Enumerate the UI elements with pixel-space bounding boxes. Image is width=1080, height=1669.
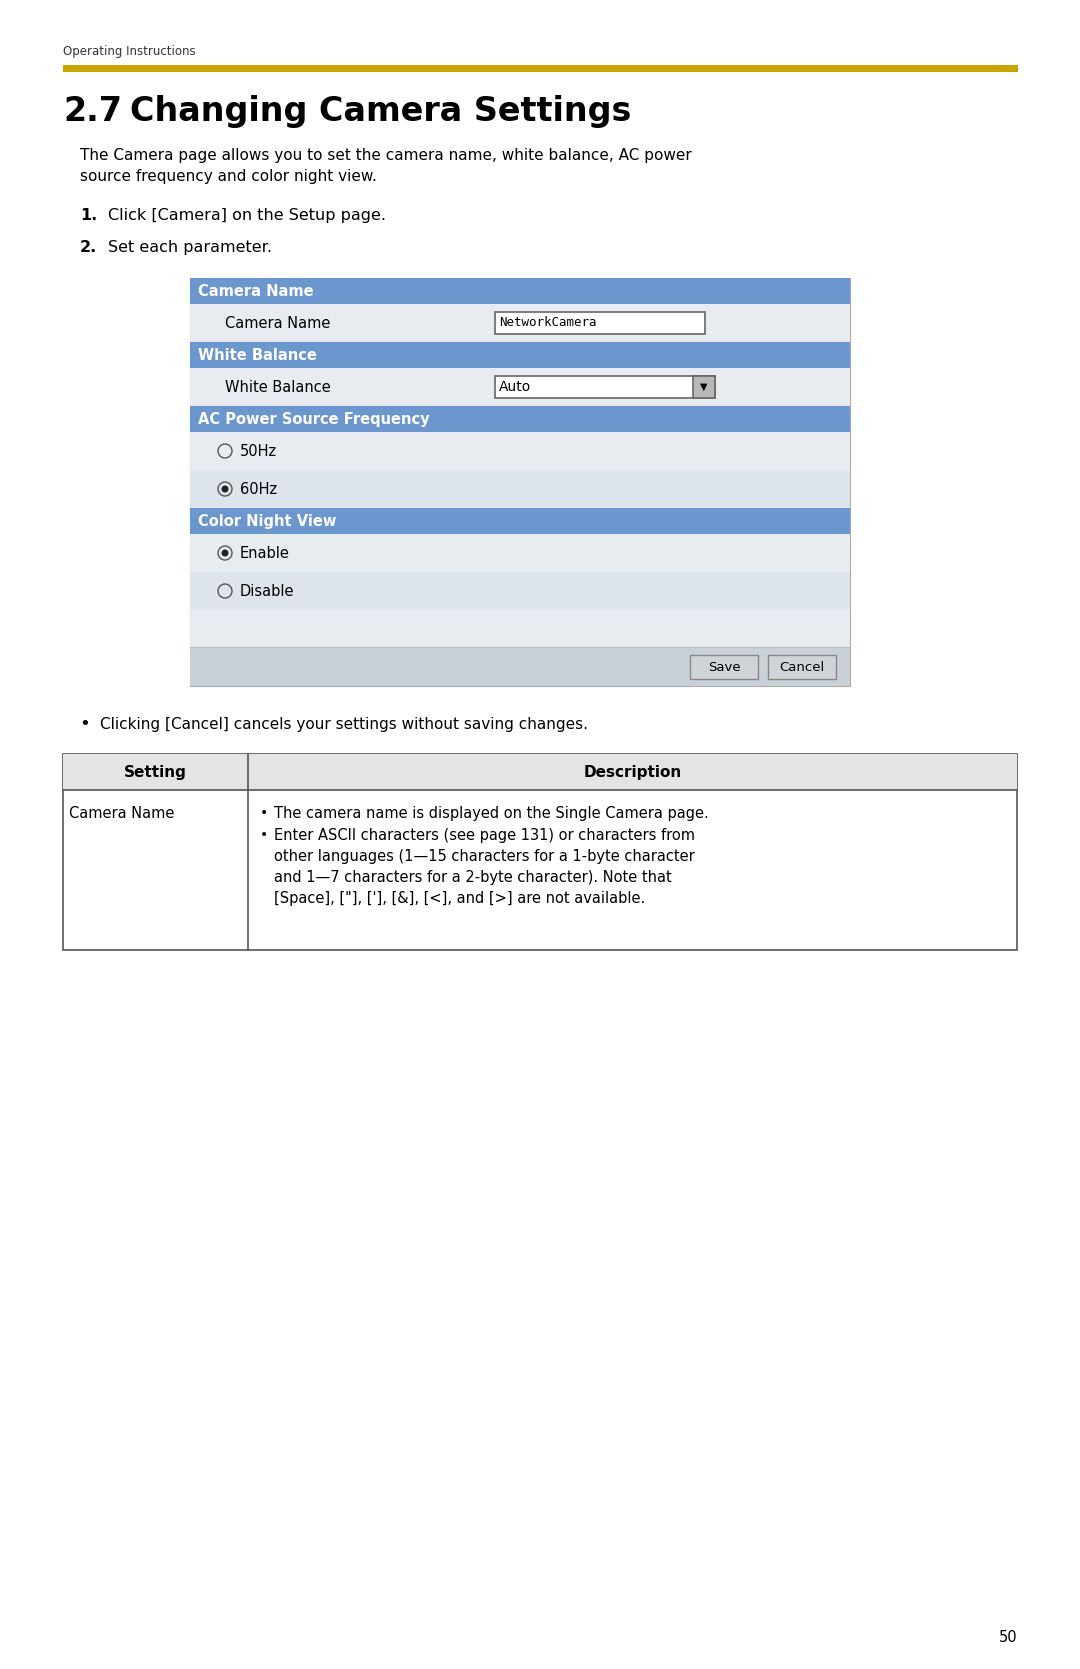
Text: 50Hz: 50Hz [240, 444, 278, 459]
Text: Clicking [Cancel] cancels your settings without saving changes.: Clicking [Cancel] cancels your settings … [100, 716, 588, 731]
Bar [63, 754, 1017, 950]
Text: Color Night View: Color Night View [198, 514, 336, 529]
Bar [63, 65, 1018, 72]
Text: •: • [80, 714, 91, 733]
Bar [190, 609, 850, 648]
Text: The camera name is displayed on the Single Camera page.: The camera name is displayed on the Sing… [274, 806, 708, 821]
Bar [190, 406, 850, 432]
Circle shape [221, 486, 229, 492]
Bar [495, 376, 715, 397]
Circle shape [221, 549, 229, 556]
Text: Cancel: Cancel [780, 661, 825, 674]
Text: •: • [260, 806, 268, 819]
Text: Camera Name: Camera Name [69, 806, 174, 821]
Text: •: • [260, 828, 268, 841]
Bar [190, 648, 850, 686]
Text: NetworkCamera: NetworkCamera [499, 317, 596, 329]
Text: 60Hz: 60Hz [240, 481, 278, 496]
Bar [190, 367, 850, 406]
Text: AC Power Source Frequency: AC Power Source Frequency [198, 412, 430, 427]
Bar [190, 279, 850, 304]
Text: White Balance: White Balance [198, 347, 316, 362]
Bar [63, 754, 1017, 789]
Text: 2.7: 2.7 [63, 95, 122, 129]
Bar [190, 432, 850, 471]
Bar [495, 312, 705, 334]
Text: 2.: 2. [80, 240, 97, 255]
Bar [690, 654, 758, 679]
Text: Disable: Disable [240, 584, 295, 599]
Text: 50: 50 [998, 1631, 1017, 1646]
Text: Operating Instructions: Operating Instructions [63, 45, 195, 58]
Text: Click [Camera] on the Setup page.: Click [Camera] on the Setup page. [108, 209, 386, 224]
Text: Set each parameter.: Set each parameter. [108, 240, 272, 255]
Bar [693, 376, 715, 397]
Text: Changing Camera Settings: Changing Camera Settings [130, 95, 632, 129]
Bar [768, 654, 836, 679]
Bar [190, 534, 850, 572]
Text: Auto: Auto [499, 381, 531, 394]
Text: Setting: Setting [124, 764, 187, 779]
Bar [190, 279, 850, 686]
Text: Save: Save [707, 661, 740, 674]
Bar [190, 342, 850, 367]
Text: The Camera page allows you to set the camera name, white balance, AC power
sourc: The Camera page allows you to set the ca… [80, 149, 692, 184]
Text: Camera Name: Camera Name [198, 284, 313, 299]
Bar [190, 304, 850, 342]
Text: Enter ASCII characters (see page 131) or characters from
other languages (1—15 c: Enter ASCII characters (see page 131) or… [274, 828, 696, 906]
Bar [190, 507, 850, 534]
Bar [190, 572, 850, 609]
Text: ▼: ▼ [700, 382, 707, 392]
Bar [190, 471, 850, 507]
Text: 1.: 1. [80, 209, 97, 224]
Text: White Balance: White Balance [225, 379, 330, 394]
Text: Enable: Enable [240, 546, 289, 561]
Text: Description: Description [583, 764, 681, 779]
Text: Camera Name: Camera Name [225, 315, 330, 330]
